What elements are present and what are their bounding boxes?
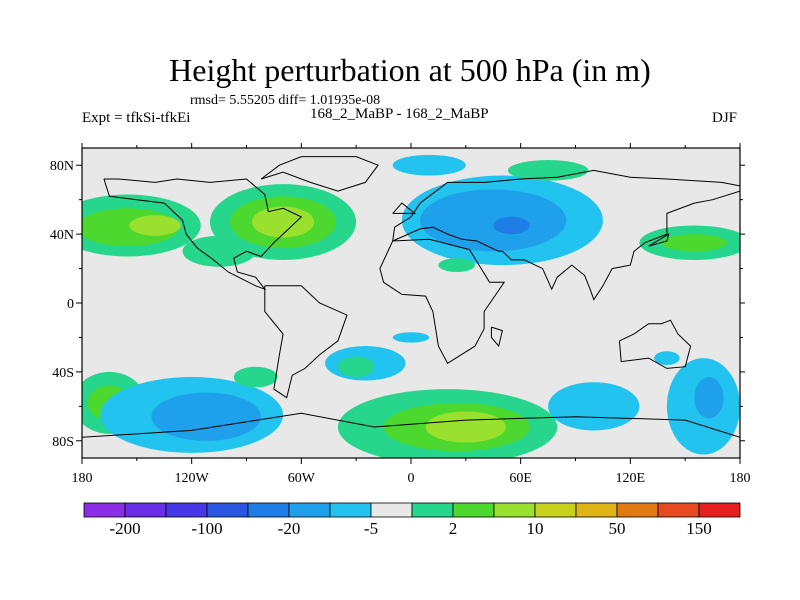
y-tick-label-3: 40S: [52, 366, 74, 381]
x-axis: 180 120W 60W 0 60E 120E 180: [72, 143, 751, 486]
colorbar-label-6: 50: [609, 519, 626, 538]
coastline-5: [618, 319, 692, 369]
colorbar-label-3: -5: [364, 519, 378, 538]
colorbar: -200 -100 -20 -5 2 10 50 150: [83, 502, 741, 538]
x-tick-label-1: 120W: [175, 471, 210, 486]
colorbar-swatch-8: [411, 502, 454, 518]
contour-region-6: [182, 235, 256, 267]
coastline-9: [648, 233, 670, 247]
contour-region-21: [337, 356, 375, 378]
coastline-7: [490, 326, 503, 348]
coastline-1: [103, 178, 303, 291]
coastline-2: [264, 285, 348, 399]
coastline-8: [392, 202, 417, 214]
colorbar-label-7: 150: [686, 519, 712, 538]
y-tick-label-0: 80N: [50, 159, 74, 174]
coastline-6: [82, 412, 740, 438]
contour-region-5: [129, 215, 181, 236]
contour-region-27: [694, 377, 724, 419]
contour-region-28: [654, 351, 680, 365]
contour-region-14: [438, 258, 475, 272]
contour-region-13: [661, 234, 728, 252]
colorbar-label-0: -200: [109, 519, 140, 538]
season-label: DJF: [712, 110, 738, 126]
chart-subtitle: rmsd= 5.55205 diff= 1.01935e-08: [190, 93, 381, 108]
contour-region-9: [493, 216, 530, 235]
chart-title: Height perturbation at 500 hPa (in m): [169, 52, 651, 88]
colorbar-swatch-7: [370, 502, 413, 518]
colorbar-swatch-3: [206, 502, 249, 518]
contour-region-29: [392, 332, 430, 343]
colorbar-swatch-11: [534, 502, 577, 518]
colorbar-swatch-14: [657, 502, 700, 518]
x-tick-label-6: 180: [730, 471, 751, 486]
x-tick-label-0: 180: [72, 471, 93, 486]
x-tick-label-5: 120E: [616, 471, 646, 486]
colorbar-swatch-0: [83, 502, 126, 518]
y-tick-label-4: 80S: [52, 435, 74, 450]
contour-region-18: [151, 392, 262, 441]
colorbar-swatch-5: [288, 502, 331, 518]
y-axis: 80N 40N 0 40S 80S: [50, 159, 745, 450]
coastline-3: [379, 238, 506, 365]
colorbar-label-2: -20: [278, 519, 301, 538]
x-tick-label-2: 60W: [288, 471, 316, 486]
colorbar-label-1: -100: [191, 519, 222, 538]
colorbar-swatch-6: [329, 502, 372, 518]
y-tick-label-1: 40N: [50, 228, 74, 243]
contour-fill-layer: [82, 154, 740, 458]
contour-region-2: [251, 206, 315, 238]
colorbar-swatch-1: [124, 502, 167, 518]
contour-region-10: [392, 154, 466, 176]
contour-region-25: [548, 382, 640, 431]
x-tick-label-3: 0: [408, 471, 415, 486]
colorbar-swatch-2: [165, 502, 208, 518]
colorbar-label-4: 2: [449, 519, 458, 538]
colorbar-swatch-9: [452, 502, 495, 518]
contour-region-19: [233, 366, 278, 388]
contour-region-8: [420, 189, 567, 252]
coastline-4: [392, 169, 740, 301]
x-tick-label-4: 60E: [509, 471, 532, 486]
colorbar-swatch-12: [575, 502, 618, 518]
colorbar-swatch-10: [493, 502, 536, 518]
case-label: 168_2_MaBP - 168_2_MaBP: [310, 106, 489, 122]
y-tick-label-2: 0: [67, 297, 74, 312]
colorbar-swatch-13: [616, 502, 659, 518]
coastline-0: [260, 156, 379, 192]
colorbar-swatch-15: [698, 502, 741, 518]
coastline-layer: [82, 156, 740, 438]
colorbar-label-5: 10: [527, 519, 544, 538]
contour-region-24: [425, 411, 507, 443]
experiment-label: Expt = tfkSi-tfkEi: [82, 110, 191, 126]
colorbar-swatch-4: [247, 502, 290, 518]
